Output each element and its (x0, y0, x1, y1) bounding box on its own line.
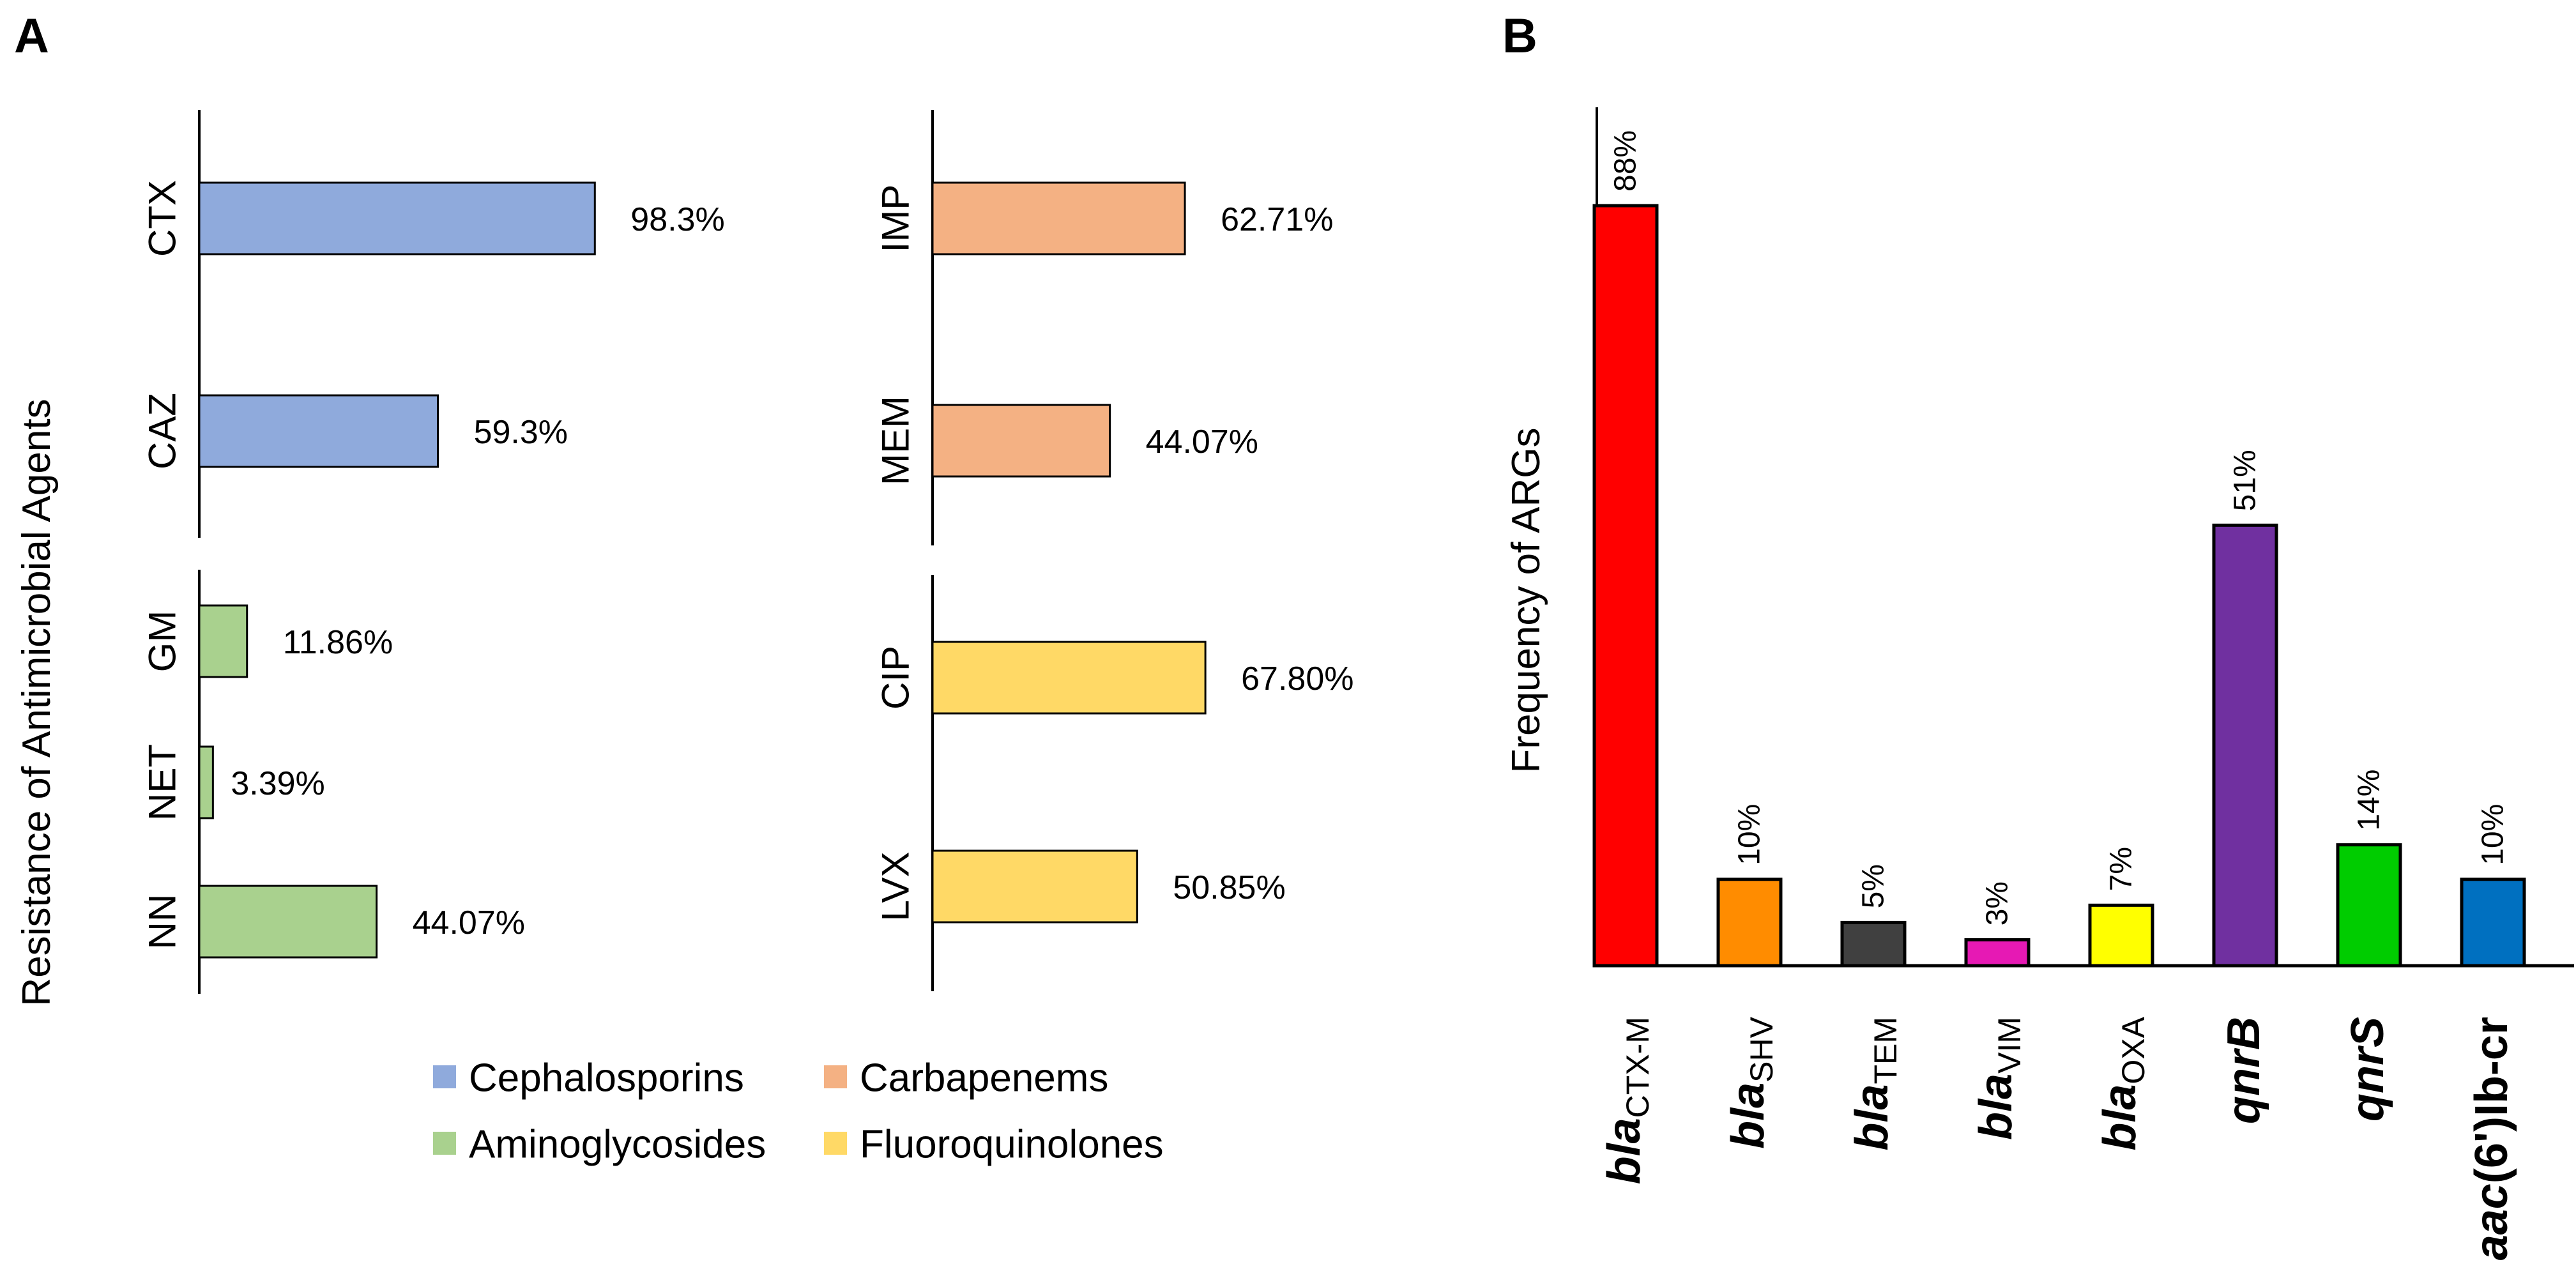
panel-b-axis-title: Frequency of ARGs (1504, 427, 1548, 773)
tick-label-imp: IMP (874, 185, 917, 253)
panel-a-legend: Cephalosporins Carbapenems Aminoglycosides… (433, 1056, 1164, 1167)
bar-qnr-s (2336, 843, 2402, 968)
legend-swatch-fluoroquinolones (824, 1132, 847, 1155)
data-label-bla-vim: 3% (1981, 881, 2015, 925)
data-label-mem: 44.07% (1146, 423, 1258, 460)
legend-label-cephalosporins: Cephalosporins (469, 1056, 744, 1100)
bar-net (198, 745, 214, 819)
tick-label-nn: NN (141, 894, 184, 950)
tick-label-lvx: LVX (874, 852, 917, 922)
data-label-caz: 59.3% (474, 414, 568, 451)
bar-bla-ctx-m (1592, 204, 1659, 968)
legend-label-aminoglycosides: Aminoglycosides (469, 1123, 766, 1167)
panel-label-b: B (1502, 9, 1537, 63)
bar-lvx (931, 849, 1138, 924)
legend-swatch-aminoglycosides (433, 1132, 456, 1155)
panel-a-axis-title: Resistance of Antimicrobial Agents (15, 399, 59, 1006)
bar-mem (931, 404, 1111, 478)
bar-nn (198, 885, 378, 959)
data-label-bla-shv: 10% (1733, 804, 1767, 865)
panel-b-chart: Frequency of ARGs 88% blaCTX-M 10% blaSHV 5%… (1504, 107, 2574, 1260)
data-label-lvx: 50.85% (1173, 869, 1285, 906)
data-label-bla-oxa: 7% (2105, 847, 2138, 891)
data-label-qnr-b: 51% (2229, 450, 2262, 511)
tick-label-gm: GM (141, 611, 184, 673)
legend-label-fluoroquinolones: Fluoroquinolones (860, 1123, 1164, 1167)
data-label-ctx: 98.3% (630, 201, 724, 238)
data-label-qnr-s: 14% (2352, 770, 2386, 831)
data-label-imp: 62.71% (1221, 201, 1333, 238)
data-label-aac-6-ib-cr: 10% (2476, 804, 2510, 865)
tick-label-mem: MEM (874, 396, 917, 485)
bar-gm (198, 604, 248, 678)
data-label-nn: 44.07% (413, 904, 525, 941)
bar-cip (931, 641, 1207, 715)
bar-bla-oxa (2088, 903, 2154, 968)
tick-label-aac-6-ib-cr: aac(6')Ib-cr (2466, 1017, 2517, 1260)
bar-caz (198, 394, 439, 468)
data-label-net: 3.39% (231, 765, 324, 802)
tick-label-bla-ctx-m: blaCTX-M (1599, 1017, 1656, 1184)
bar-aac-6-ib-cr (2460, 878, 2526, 968)
panel-a-bars: CTX 98.3% CAZ 59.3% IMP 62.71% MEM 44.07% GM 11.8… (141, 110, 1354, 994)
tick-label-net: NET (141, 744, 184, 821)
tick-label-qnr-s: qnrS (2342, 1017, 2393, 1122)
tick-label-bla-tem: blaTEM (1847, 1017, 1903, 1151)
bar-bla-shv (1716, 878, 1783, 968)
tick-label-bla-shv: blaSHV (1723, 1016, 1780, 1148)
tick-label-qnr-b: qnrB (2218, 1017, 2269, 1124)
bar-qnr-b (2212, 523, 2278, 968)
legend-swatch-carbapenems (824, 1065, 847, 1088)
data-label-bla-tem: 5% (1857, 864, 1891, 908)
legend-label-carbapenems: Carbapenems (860, 1056, 1108, 1100)
tick-label-cip: CIP (874, 646, 917, 710)
tick-label-caz: CAZ (141, 393, 184, 469)
tick-label-bla-vim: blaVIM (1970, 1017, 2027, 1140)
bar-bla-tem (1840, 920, 1907, 968)
bar-ctx (198, 181, 596, 255)
tick-label-ctx: CTX (141, 180, 184, 257)
bar-imp (931, 181, 1186, 255)
data-label-gm: 11.86% (283, 624, 393, 661)
panel-label-a: A (14, 9, 49, 63)
tick-label-bla-oxa: blaOXA (2094, 1016, 2151, 1150)
data-label-bla-ctx-m: 88% (1609, 130, 1643, 192)
legend-swatch-cephalosporins (433, 1065, 456, 1088)
bar-bla-vim (1964, 938, 2031, 968)
data-label-cip: 67.80% (1241, 660, 1353, 697)
